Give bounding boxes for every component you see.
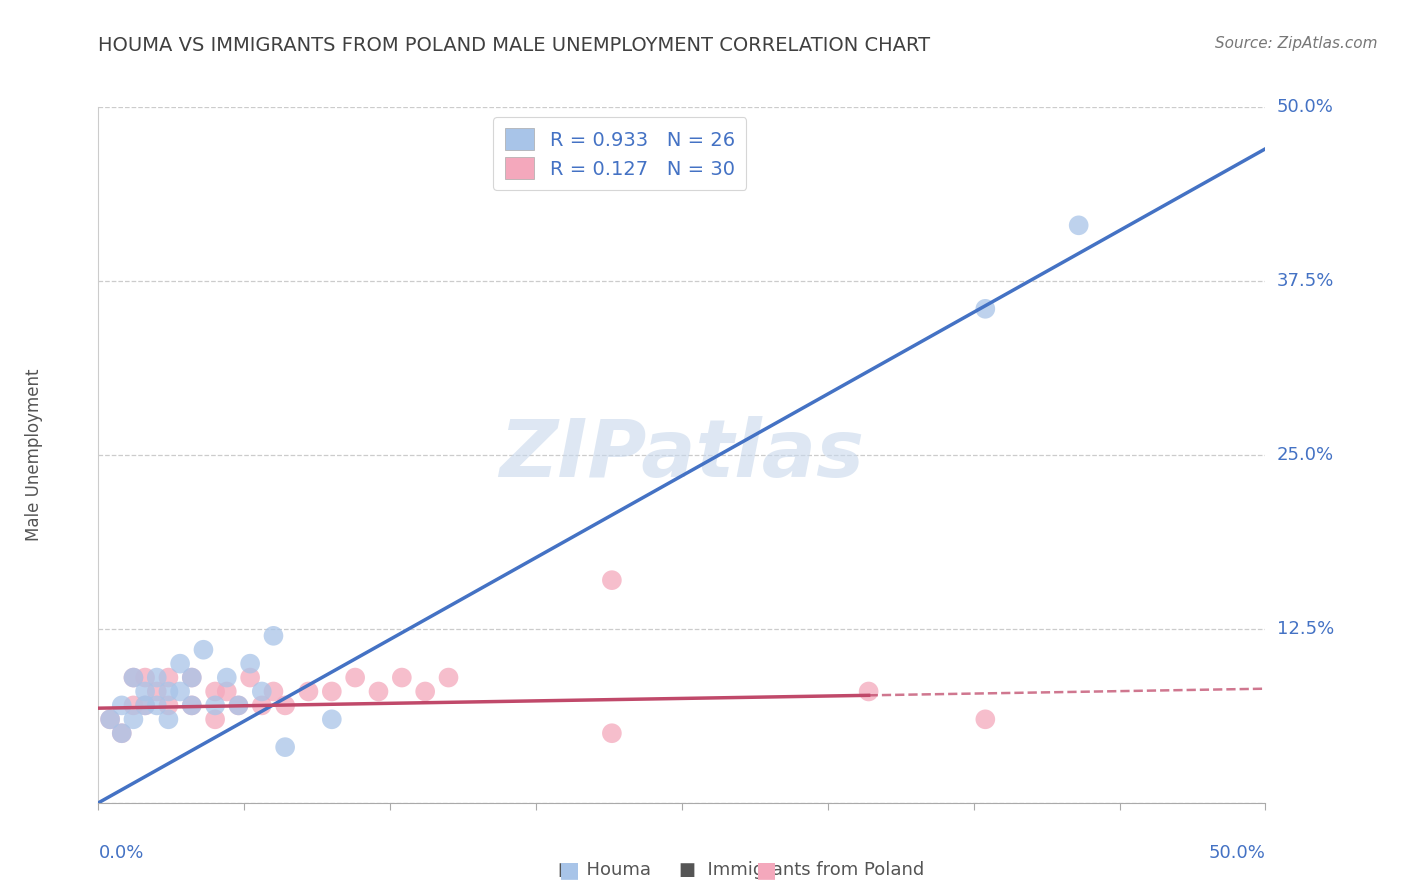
Point [98,712,121,726]
Point [122,671,145,685]
Point [180,671,202,685]
Text: 50.0%: 50.0% [1209,845,1265,863]
Point [600,726,623,740]
Point [204,698,226,713]
Text: Male Unemployment: Male Unemployment [25,368,44,541]
Point [228,698,250,713]
Point [98,712,121,726]
Point [111,726,134,740]
Point [274,740,297,755]
Point [134,671,156,685]
Point [146,698,169,713]
Point [146,684,169,698]
Text: ■: ■ [560,860,579,880]
Point [169,657,191,671]
Point [391,671,413,685]
Point [157,698,180,713]
Point [122,698,145,713]
Point [858,684,880,698]
Point [215,684,238,698]
Point [157,712,180,726]
Point [111,726,134,740]
Point [169,684,191,698]
Point [250,698,273,713]
Point [297,684,319,698]
Point [122,671,145,685]
Point [239,657,262,671]
Point [180,698,202,713]
Point [228,698,250,713]
Point [250,684,273,698]
Point [180,671,202,685]
Point [262,629,284,643]
Point [239,671,262,685]
Point [146,671,169,685]
Text: 50.0%: 50.0% [1277,98,1333,116]
Point [157,671,180,685]
Point [321,712,343,726]
Text: 12.5%: 12.5% [1277,620,1334,638]
Point [215,671,238,685]
Point [274,698,297,713]
Point [204,712,226,726]
Point [600,573,623,587]
Text: Source: ZipAtlas.com: Source: ZipAtlas.com [1215,36,1378,51]
Legend: R = 0.933   N = 26, R = 0.127   N = 30: R = 0.933 N = 26, R = 0.127 N = 30 [494,117,747,190]
Point [193,642,215,657]
Point [974,301,997,316]
Text: 37.5%: 37.5% [1277,272,1334,290]
Text: HOUMA VS IMMIGRANTS FROM POLAND MALE UNEMPLOYMENT CORRELATION CHART: HOUMA VS IMMIGRANTS FROM POLAND MALE UNE… [98,36,931,54]
Text: 25.0%: 25.0% [1277,446,1334,464]
Point [134,698,156,713]
Point [180,698,202,713]
Text: ■  Immigrants from Poland: ■ Immigrants from Poland [679,861,924,879]
Text: ■: ■ [756,860,776,880]
Point [367,684,389,698]
Point [157,684,180,698]
Text: ■  Houma: ■ Houma [558,861,651,879]
Point [134,698,156,713]
Text: ZIPatlas: ZIPatlas [499,416,865,494]
Point [437,671,460,685]
Point [111,698,134,713]
Point [262,684,284,698]
Point [134,684,156,698]
Point [204,684,226,698]
Text: 0.0%: 0.0% [98,845,143,863]
Point [122,712,145,726]
Point [344,671,367,685]
Point [1067,219,1090,233]
Point [974,712,997,726]
Point [413,684,436,698]
Point [321,684,343,698]
